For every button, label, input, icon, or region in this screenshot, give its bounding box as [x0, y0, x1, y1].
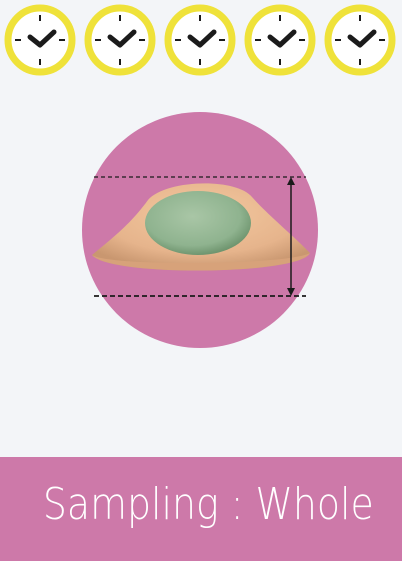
footer-bar: Sampling : Whole [0, 457, 402, 561]
nucleus [145, 191, 251, 255]
arrow-head-down [287, 288, 295, 296]
clock-icon [244, 4, 316, 76]
cell-rim [92, 253, 310, 271]
sampling-label: Sampling : Whole [0, 479, 374, 530]
clock-icon [324, 4, 396, 76]
clock-icon [164, 4, 236, 76]
clock-icon [4, 4, 76, 76]
sampling-label-text: Sampling : Whole [43, 479, 374, 530]
cell-illustration [82, 112, 318, 348]
arrow-head-up [287, 177, 295, 185]
clock-row [0, 0, 402, 80]
clock-icon [84, 4, 156, 76]
